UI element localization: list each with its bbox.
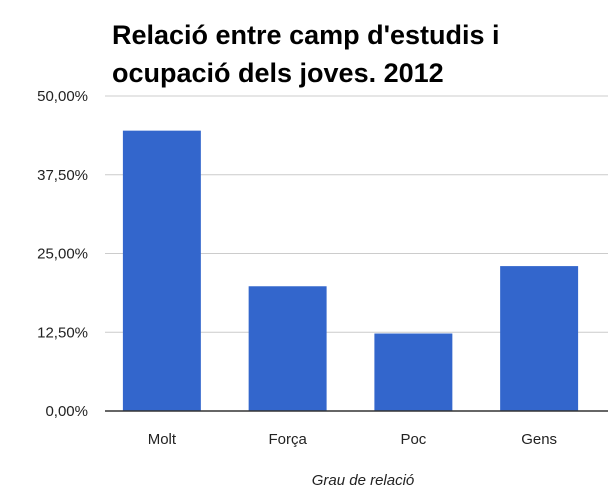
bar-gens [500, 266, 579, 411]
x-category-label: Gens [521, 431, 557, 448]
x-axis-categories: Molt Força Poc Gens [148, 431, 557, 448]
y-tick-label: 37,50% [37, 167, 88, 184]
y-tick-label: 25,00% [37, 246, 88, 263]
x-axis-title: Grau de relació [312, 472, 415, 489]
chart-title-line-2: ocupació dels joves. 2012 [112, 58, 444, 88]
bar-molt [122, 130, 201, 411]
bar-poc [374, 333, 453, 411]
y-tick-label: 50,00% [37, 88, 88, 105]
bars [122, 130, 579, 411]
x-category-label: Poc [400, 431, 426, 448]
y-tick-label: 12,50% [37, 324, 88, 341]
y-axis-ticks: 0,00% 12,50% 25,00% 37,50% 50,00% [37, 88, 88, 420]
bar-força [248, 286, 327, 411]
chart-title-line-1: Relació entre camp d'estudis i [112, 20, 500, 50]
x-category-label: Molt [148, 431, 177, 448]
y-tick-label: 0,00% [45, 403, 88, 420]
x-category-label: Força [268, 431, 307, 448]
